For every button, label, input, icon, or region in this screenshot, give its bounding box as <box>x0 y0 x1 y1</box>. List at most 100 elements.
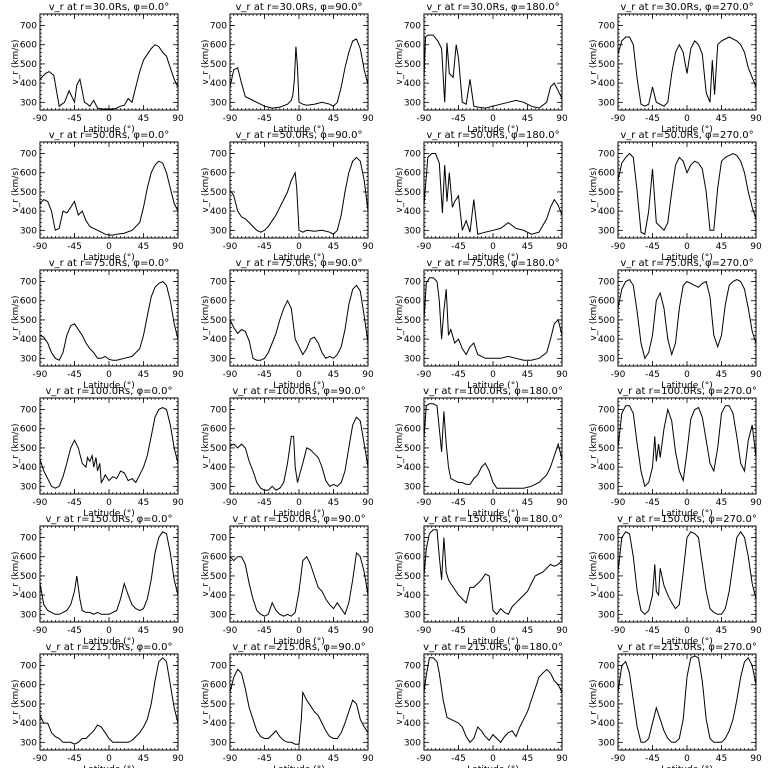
x-tick-label: -90 <box>223 754 238 764</box>
x-tick-label: -90 <box>33 242 48 252</box>
y-tick-label: 500 <box>598 316 615 326</box>
y-tick-label: 300 <box>404 226 421 236</box>
panel-title: v_r at r=75.0Rs, φ=180.0° <box>426 258 559 269</box>
x-tick-label: 45 <box>328 626 339 636</box>
series-line <box>39 44 179 110</box>
y-tick-label: 400 <box>20 719 37 729</box>
panel-title: v_r at r=100.0Rs, φ=0.0° <box>46 386 173 397</box>
y-axis-label: v_r (km/s) <box>395 295 405 340</box>
y-tick-label: 700 <box>210 278 227 288</box>
x-axis-label: Latitude (°) <box>273 381 324 391</box>
panel-title: v_r at r=50.0Rs, φ=90.0° <box>236 130 363 141</box>
y-tick-label: 300 <box>598 738 615 748</box>
x-tick-label: -90 <box>417 754 432 764</box>
y-tick-label: 700 <box>598 278 615 288</box>
y-axis-label: v_r (km/s) <box>201 423 211 468</box>
y-tick-label: 400 <box>20 335 37 345</box>
y-tick-label: 300 <box>210 98 227 108</box>
x-tick-label: -45 <box>451 754 466 764</box>
y-tick-label: 600 <box>20 297 37 307</box>
x-tick-label: 0 <box>106 626 112 636</box>
x-tick-label: 0 <box>490 626 496 636</box>
x-axis-label: Latitude (°) <box>467 509 518 519</box>
y-tick-label: 400 <box>598 463 615 473</box>
plot-frame <box>423 269 563 367</box>
y-axis-label: v_r (km/s) <box>11 39 21 84</box>
y-tick-label: 300 <box>20 610 37 620</box>
y-tick-label: 600 <box>598 681 615 691</box>
x-tick-label: 0 <box>490 498 496 508</box>
x-tick-label: -90 <box>223 242 238 252</box>
y-tick-label: 400 <box>404 335 421 345</box>
panel-title: v_r at r=150.0Rs, φ=90.0° <box>232 514 365 525</box>
x-tick-label: 0 <box>490 370 496 380</box>
y-tick-label: 500 <box>404 700 421 710</box>
x-axis-label: Latitude (°) <box>83 125 134 135</box>
y-tick-label: 600 <box>210 297 227 307</box>
y-axis-label: v_r (km/s) <box>589 679 599 724</box>
x-tick-label: 0 <box>684 626 690 636</box>
y-tick-label: 400 <box>20 591 37 601</box>
y-tick-label: 300 <box>598 226 615 236</box>
y-tick-label: 700 <box>20 278 37 288</box>
y-axis-label: v_r (km/s) <box>395 167 405 212</box>
y-tick-label: 600 <box>404 681 421 691</box>
y-tick-label: 400 <box>210 207 227 217</box>
y-tick-label: 600 <box>598 41 615 51</box>
plot-frame <box>617 13 757 111</box>
x-tick-label: 45 <box>522 754 533 764</box>
panel-0: v_r at r=30.0Rs, φ=0.0° -90 -45 0 45 90 300 400… <box>11 2 184 135</box>
x-tick-label: 45 <box>716 754 727 764</box>
y-tick-label: 300 <box>598 482 615 492</box>
x-tick-label: 90 <box>556 626 568 636</box>
plot-frame <box>423 653 563 751</box>
plot-frame <box>39 13 179 111</box>
x-tick-label: 45 <box>328 242 339 252</box>
x-tick-label: -45 <box>645 626 660 636</box>
y-tick-label: 400 <box>20 463 37 473</box>
x-tick-label: 90 <box>362 498 374 508</box>
y-tick-label: 700 <box>20 534 37 544</box>
y-tick-label: 400 <box>598 79 615 89</box>
panel-4: v_r at r=50.0Rs, φ=0.0° -90 -45 0 45 90 300 400… <box>11 130 184 263</box>
y-tick-label: 600 <box>20 41 37 51</box>
y-tick-label: 500 <box>20 572 37 582</box>
x-tick-label: 45 <box>328 498 339 508</box>
y-tick-label: 500 <box>598 60 615 70</box>
x-tick-label: -90 <box>611 370 626 380</box>
x-tick-label: -90 <box>223 370 238 380</box>
y-tick-label: 600 <box>210 425 227 435</box>
x-tick-label: -90 <box>33 370 48 380</box>
y-tick-label: 400 <box>210 463 227 473</box>
y-tick-label: 400 <box>404 79 421 89</box>
x-tick-label: 45 <box>328 370 339 380</box>
y-tick-label: 300 <box>404 482 421 492</box>
x-tick-label: -90 <box>223 626 238 636</box>
x-tick-label: -45 <box>67 114 82 124</box>
y-tick-label: 400 <box>598 591 615 601</box>
x-tick-label: -90 <box>223 498 238 508</box>
y-tick-label: 600 <box>598 169 615 179</box>
x-tick-label: -90 <box>611 754 626 764</box>
x-tick-label: 0 <box>106 242 112 252</box>
y-tick-label: 400 <box>598 335 615 345</box>
x-tick-label: -90 <box>33 754 48 764</box>
series-line <box>39 280 179 361</box>
x-tick-label: -45 <box>257 114 272 124</box>
x-tick-label: -45 <box>451 498 466 508</box>
x-axis-label: Latitude (°) <box>83 253 134 263</box>
y-tick-label: 400 <box>404 591 421 601</box>
x-tick-label: 45 <box>716 242 727 252</box>
x-tick-label: 90 <box>750 754 762 764</box>
panel-19: v_r at r=150.0Rs, φ=270.0° -90 -45 0 45 90 300… <box>589 514 762 647</box>
y-axis-label: v_r (km/s) <box>395 679 405 724</box>
series-line <box>617 36 757 107</box>
plot-frame <box>39 525 179 623</box>
panel-15: v_r at r=100.0Rs, φ=270.0° -90 -45 0 45 90 300… <box>589 386 762 519</box>
series-line <box>423 34 563 109</box>
y-tick-label: 500 <box>210 60 227 70</box>
y-axis-label: v_r (km/s) <box>201 551 211 596</box>
x-tick-label: -90 <box>417 242 432 252</box>
y-tick-label: 500 <box>20 60 37 70</box>
